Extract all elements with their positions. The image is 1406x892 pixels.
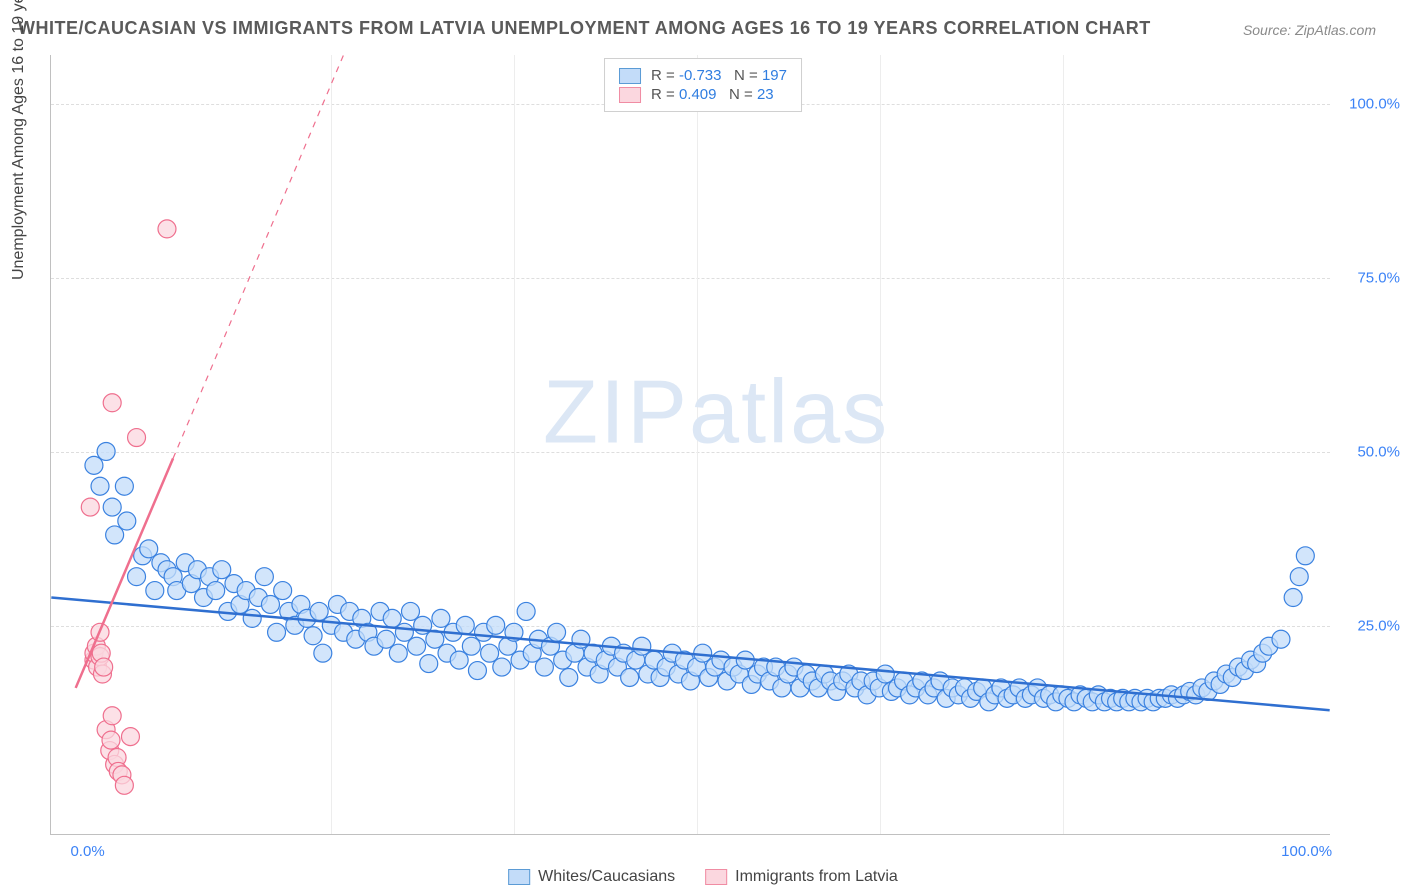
correlation-legend: R = -0.733 N = 197 R = 0.409 N = 23 xyxy=(604,58,802,112)
chart-title: WHITE/CAUCASIAN VS IMMIGRANTS FROM LATVI… xyxy=(18,18,1151,39)
legend-series-item: Whites/Caucasians xyxy=(508,868,675,886)
scatter-plot-svg xyxy=(51,55,1330,834)
legend-swatch xyxy=(508,869,530,885)
x-tick-label: 0.0% xyxy=(70,843,104,860)
chart-plot-area: ZIPatlas 100.0%75.0%50.0%25.0%0.0%100.0% xyxy=(50,55,1330,835)
legend-series-item: Immigrants from Latvia xyxy=(705,868,898,886)
legend-swatch xyxy=(619,68,641,84)
x-tick-label: 100.0% xyxy=(1281,843,1332,860)
legend-stat-row: R = 0.409 N = 23 xyxy=(619,86,787,103)
y-tick-label: 100.0% xyxy=(1340,95,1400,112)
legend-swatch xyxy=(705,869,727,885)
y-tick-label: 25.0% xyxy=(1340,618,1400,635)
series-legend: Whites/Caucasians Immigrants from Latvia xyxy=(508,868,898,886)
y-axis-label: Unemployment Among Ages 16 to 19 years xyxy=(10,0,28,280)
y-tick-label: 50.0% xyxy=(1340,443,1400,460)
source-attribution: Source: ZipAtlas.com xyxy=(1243,22,1376,38)
y-tick-label: 75.0% xyxy=(1340,269,1400,286)
legend-swatch xyxy=(619,87,641,103)
legend-stat-row: R = -0.733 N = 197 xyxy=(619,67,787,84)
